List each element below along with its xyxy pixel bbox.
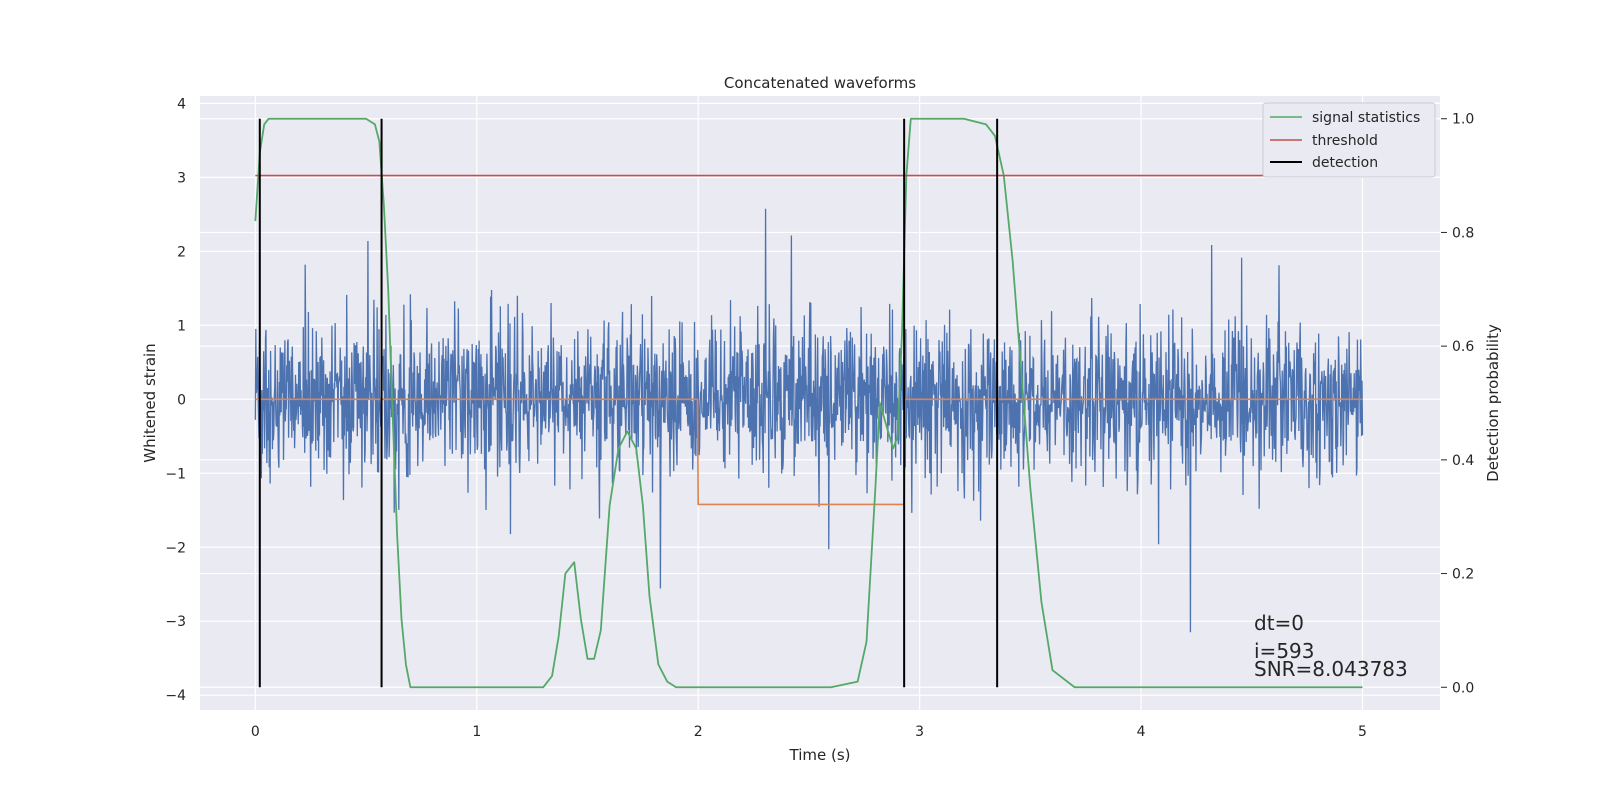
left-y-tick-label-3: −1 <box>165 466 186 482</box>
waveform-template-series <box>255 398 1363 506</box>
left-y-tick-label-7: 3 <box>177 170 186 186</box>
left-y-tick-label-5: 1 <box>177 318 186 334</box>
x-axis-label: Time (s) <box>789 746 851 764</box>
right-y-tick-label-5: 1.0 <box>1452 112 1474 128</box>
strain-line <box>254 208 1364 633</box>
x-tick-label-1: 1 <box>472 724 481 740</box>
signal-statistics-line <box>254 117 1363 689</box>
legend-label-signal-statistics: signal statistics <box>1312 110 1420 126</box>
x-tick-label-0: 0 <box>251 724 260 740</box>
x-axis-ticks: 0 1 2 3 4 5 <box>251 724 1367 740</box>
x-tick-label-4: 4 <box>1137 724 1146 740</box>
right-y-tick-label-2: 0.4 <box>1452 453 1474 469</box>
left-y-tick-label-0: −4 <box>165 688 186 704</box>
right-y-tick-label-3: 0.6 <box>1452 339 1474 355</box>
left-y-axis-ticks: −4 −3 −2 −1 0 1 2 3 4 <box>165 96 186 704</box>
right-y-tick-label-4: 0.8 <box>1452 225 1474 241</box>
left-y-tick-label-6: 2 <box>177 244 186 260</box>
annotation-snr: SNR=8.043783 <box>1254 657 1408 681</box>
legend-label-threshold: threshold <box>1312 133 1378 149</box>
x-tick-label-5: 5 <box>1358 724 1367 740</box>
whitened-strain-series <box>254 208 1364 633</box>
right-y-axis-ticks: 0.0 0.2 0.4 0.6 0.8 1.0 <box>1441 112 1474 696</box>
left-y-tick-label-1: −3 <box>165 614 186 630</box>
right-y-tick-label-1: 0.2 <box>1452 567 1474 583</box>
signal-statistics-series <box>254 117 1363 689</box>
right-y-axis-label: Detection probability <box>1484 324 1502 482</box>
left-y-axis-label: Whitened strain <box>141 343 159 462</box>
annotation-dt: dt=0 <box>1254 611 1304 635</box>
annotation-index: i=593 <box>1254 639 1315 663</box>
left-y-tick-label-4: 0 <box>177 392 186 408</box>
left-y-tick-label-8: 4 <box>177 96 186 112</box>
x-tick-label-3: 3 <box>915 724 924 740</box>
x-tick-label-2: 2 <box>694 724 703 740</box>
legend-label-detection: detection <box>1312 155 1378 171</box>
legend: signal statistics threshold detection <box>1262 102 1436 178</box>
legend-box <box>1262 102 1436 178</box>
chart-title: Concatenated waveforms <box>724 74 916 92</box>
left-y-tick-label-2: −2 <box>165 540 186 556</box>
detection-series <box>258 118 999 688</box>
template-line <box>255 398 1363 506</box>
right-y-tick-label-0: 0.0 <box>1452 680 1474 696</box>
